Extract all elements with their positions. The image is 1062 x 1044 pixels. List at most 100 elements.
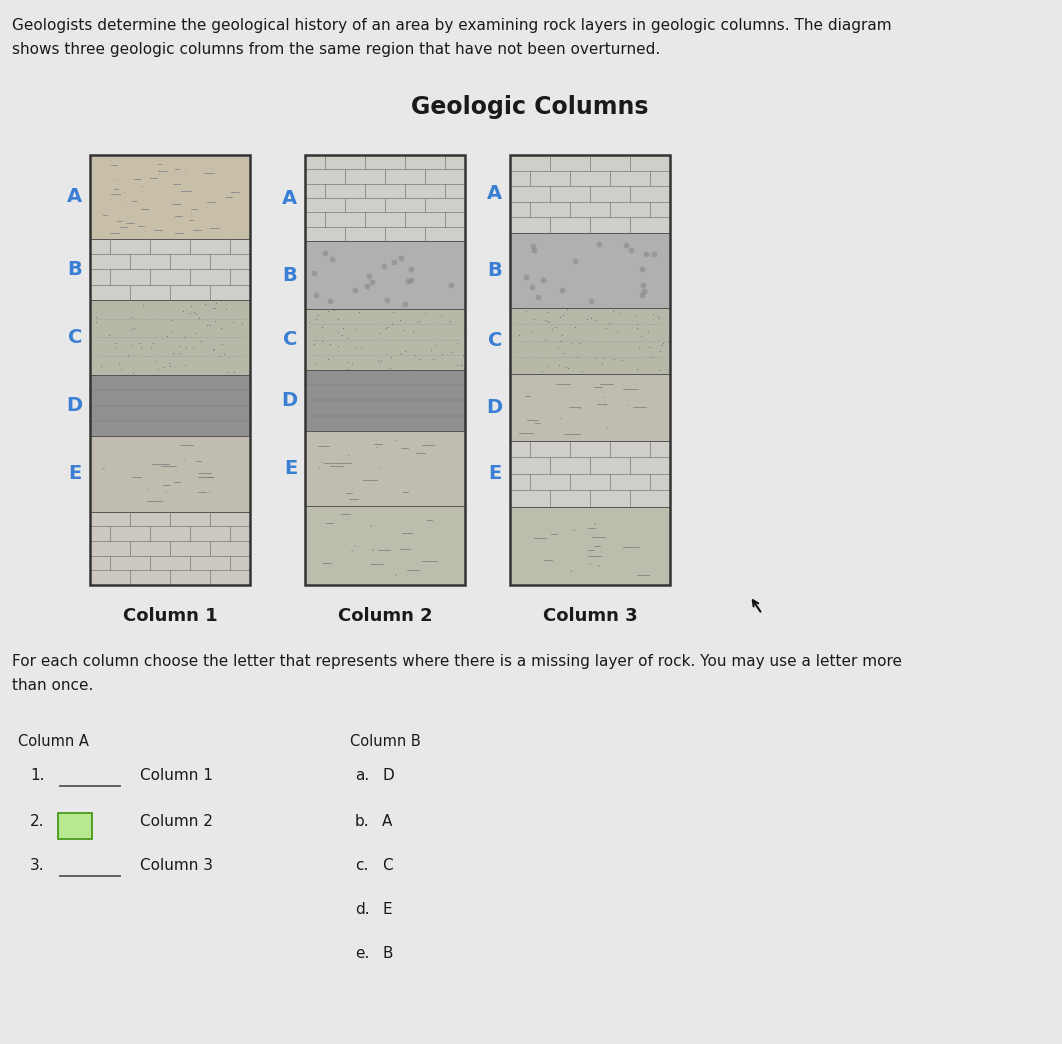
Point (449, 356, 466, 373)
Point (386, 254, 402, 270)
Point (590, 235, 607, 252)
Bar (510, 507, 670, 585)
Point (511, 327, 528, 343)
Point (586, 312, 603, 329)
Point (546, 318, 563, 335)
Point (316, 245, 333, 262)
Point (371, 354, 388, 371)
Text: shows three geologic columns from the same region that have not been overturned.: shows three geologic columns from the sa… (12, 42, 661, 57)
Point (339, 361, 356, 378)
Point (187, 325, 204, 341)
Point (605, 351, 622, 367)
Bar (305, 431, 465, 506)
Point (600, 315, 617, 332)
Point (339, 354, 356, 371)
Point (321, 292, 338, 309)
Point (523, 323, 539, 339)
Point (206, 340, 223, 357)
Text: A: A (382, 814, 392, 830)
Point (339, 330, 356, 347)
Text: Geologists determine the geological history of an area by examining rock layers : Geologists determine the geological hist… (12, 18, 892, 33)
Text: E: E (69, 465, 82, 483)
Bar (510, 374, 670, 441)
Text: E: E (382, 902, 392, 918)
Point (652, 362, 669, 379)
Point (534, 271, 551, 288)
Point (611, 304, 628, 321)
Text: ,: , (588, 560, 590, 565)
Point (202, 317, 219, 334)
Point (307, 332, 324, 349)
Point (539, 358, 556, 375)
Point (218, 301, 235, 317)
Point (660, 333, 676, 350)
Point (158, 328, 175, 345)
Point (307, 356, 324, 373)
Text: Column 1: Column 1 (140, 768, 212, 783)
Point (329, 324, 346, 340)
Point (392, 345, 409, 361)
Point (133, 340, 150, 357)
Point (551, 333, 568, 350)
Point (399, 272, 416, 289)
Bar (90, 375, 250, 436)
Point (411, 351, 428, 367)
Point (322, 335, 339, 352)
Point (517, 269, 534, 286)
Text: Column 3: Column 3 (140, 858, 213, 874)
Point (306, 264, 323, 281)
Point (124, 364, 141, 381)
Point (544, 322, 561, 338)
Point (553, 282, 570, 299)
Point (132, 335, 149, 352)
Point (224, 313, 241, 330)
Bar (305, 155, 465, 585)
Point (539, 304, 556, 321)
Text: D: D (486, 398, 502, 417)
Point (164, 323, 181, 339)
Point (655, 334, 672, 351)
Text: ,: , (141, 183, 143, 188)
Point (433, 346, 450, 362)
Text: .: . (120, 205, 122, 210)
Point (416, 305, 433, 322)
Text: .: . (190, 212, 192, 216)
Point (554, 345, 571, 361)
Point (308, 287, 325, 304)
Point (582, 292, 599, 309)
Point (177, 339, 194, 356)
Point (645, 305, 662, 322)
Text: D: D (280, 390, 297, 410)
Point (206, 312, 223, 329)
Point (219, 363, 236, 380)
Point (524, 279, 541, 295)
Point (360, 267, 377, 284)
Text: Column A: Column A (18, 734, 89, 749)
Point (442, 277, 459, 293)
Text: D: D (66, 396, 82, 416)
Text: ,: , (369, 521, 372, 527)
Point (325, 302, 342, 318)
Text: .: . (164, 488, 166, 494)
Text: .: . (137, 199, 139, 205)
Bar (305, 370, 465, 431)
Text: d.: d. (355, 902, 370, 918)
Bar (90, 300, 250, 375)
Point (329, 338, 346, 355)
Point (410, 313, 427, 330)
Point (216, 346, 233, 362)
Point (586, 350, 603, 366)
Point (377, 319, 394, 336)
Point (425, 351, 442, 367)
Point (526, 311, 543, 328)
Point (400, 361, 417, 378)
Point (175, 329, 192, 346)
Bar (510, 233, 670, 308)
Text: a.: a. (355, 768, 370, 783)
Point (161, 358, 178, 375)
Point (573, 362, 590, 379)
Text: C: C (382, 858, 393, 874)
Point (582, 309, 599, 326)
Point (192, 332, 209, 349)
Point (92, 358, 109, 375)
